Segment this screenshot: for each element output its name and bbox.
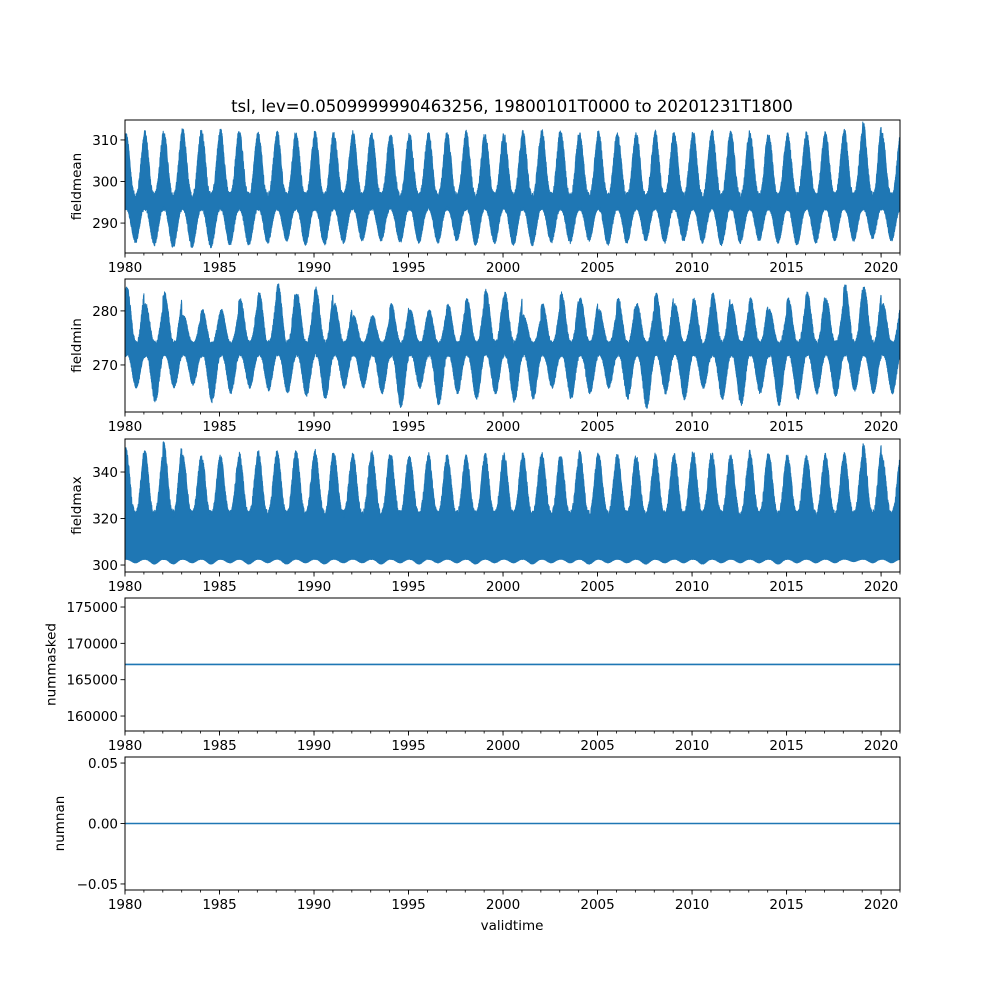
x-tick-label: 1980 xyxy=(108,579,142,595)
x-tick-label: 1995 xyxy=(391,897,425,913)
fieldmax-series-band xyxy=(125,441,900,565)
y-tick-label: 0.05 xyxy=(88,756,118,772)
subplot-fieldmin: 1980 1985 1990 1995 2000 2005 2010 2015 2020 270 2… xyxy=(69,278,901,435)
x-tick-label: 1990 xyxy=(297,897,331,913)
subplot-nummasked: 1980 1985 1990 1995 2000 2005 2010 2015 2020 1600… xyxy=(43,597,901,754)
x-tick-label: 1985 xyxy=(202,419,236,435)
y-tick-label: 300 xyxy=(92,558,118,574)
y-tick-label: 280 xyxy=(92,304,118,320)
x-tick-label: 1980 xyxy=(108,260,142,276)
x-tick-label: 1980 xyxy=(108,419,142,435)
y-tick-label: 175000 xyxy=(66,600,118,616)
x-axis-label: validtime xyxy=(481,918,544,934)
x-tick-label: 1995 xyxy=(391,738,425,754)
x-tick-label: 2020 xyxy=(864,260,898,276)
x-tick-label: 2000 xyxy=(486,579,520,595)
plot-area xyxy=(125,121,900,249)
subplot-fieldmean: 1980 1985 1990 1995 2000 2005 2010 2015 2020 290 3… xyxy=(69,119,901,276)
x-tick-label: 2005 xyxy=(580,579,614,595)
fieldmean-series-band xyxy=(125,121,900,249)
x-tick-label: 2015 xyxy=(769,738,803,754)
x-tick-label: 1995 xyxy=(391,260,425,276)
plot-area xyxy=(125,283,900,409)
subplot-fieldmax: 1980 1985 1990 1995 2000 2005 2010 2015 2020 300 3… xyxy=(69,438,901,595)
axes-frame xyxy=(124,438,901,573)
axes-frame xyxy=(124,119,901,254)
y-tick-label: 290 xyxy=(92,216,118,232)
x-tick-label: 1990 xyxy=(297,260,331,276)
y-axis-label: fieldmax xyxy=(69,476,85,535)
x-tick-label: 1995 xyxy=(391,579,425,595)
x-tick-label: 2020 xyxy=(864,579,898,595)
y-axis-label: fieldmin xyxy=(69,318,85,373)
x-tick-label: 1995 xyxy=(391,419,425,435)
x-tick-label: 1990 xyxy=(297,419,331,435)
x-tick-label: 2010 xyxy=(675,579,709,595)
x-tick-label: 2005 xyxy=(580,419,614,435)
x-tick-label: 2010 xyxy=(675,260,709,276)
x-tick-label: 1990 xyxy=(297,738,331,754)
x-tick-label: 2000 xyxy=(486,419,520,435)
x-tick-label: 1980 xyxy=(108,738,142,754)
y-tick-label: 0.00 xyxy=(88,817,118,833)
axes-frame xyxy=(124,597,901,732)
x-tick-label: 2015 xyxy=(769,897,803,913)
subplot-numnan: 1980 1985 1990 1995 2000 2005 2010 2015 2020 −0.0… xyxy=(52,756,901,913)
x-tick-label: 2020 xyxy=(864,419,898,435)
axes-frame xyxy=(124,278,901,413)
x-tick-label: 1985 xyxy=(202,738,236,754)
x-tick-label: 2005 xyxy=(580,738,614,754)
x-tick-label: 2005 xyxy=(580,260,614,276)
x-tick-label: 2000 xyxy=(486,260,520,276)
x-tick-label: 2000 xyxy=(486,897,520,913)
x-tick-label: 2015 xyxy=(769,260,803,276)
y-axis-label: nummasked xyxy=(43,623,59,706)
x-tick-label: 2010 xyxy=(675,419,709,435)
y-tick-label: 300 xyxy=(92,175,118,191)
y-tick-label: 160000 xyxy=(66,709,118,725)
x-tick-label: 2020 xyxy=(864,738,898,754)
x-tick-label: 2000 xyxy=(486,738,520,754)
plot-area xyxy=(125,441,900,565)
fieldmin-series-band xyxy=(125,283,900,409)
x-tick-label: 1990 xyxy=(297,579,331,595)
x-tick-label: 2015 xyxy=(769,579,803,595)
x-tick-label: 1985 xyxy=(202,897,236,913)
x-tick-label: 1985 xyxy=(202,260,236,276)
chart-title: tsl, lev=0.0509999990463256, 19800101T00… xyxy=(231,97,793,116)
x-tick-label: 2005 xyxy=(580,897,614,913)
y-tick-label: 310 xyxy=(92,133,118,149)
y-tick-label: 170000 xyxy=(66,636,118,652)
y-tick-label: 165000 xyxy=(66,673,118,689)
x-tick-label: 2015 xyxy=(769,419,803,435)
y-tick-label: 270 xyxy=(92,358,118,374)
x-tick-label: 2020 xyxy=(864,897,898,913)
x-tick-label: 1980 xyxy=(108,897,142,913)
subplots: 1980 1985 1990 1995 2000 2005 2010 2015 2020 290 3… xyxy=(43,119,901,913)
y-axis-label: fieldmean xyxy=(69,153,85,220)
y-tick-label: 320 xyxy=(92,512,118,528)
y-tick-label: 340 xyxy=(92,465,118,481)
y-axis-label: numnan xyxy=(52,796,68,852)
x-tick-label: 2010 xyxy=(675,738,709,754)
y-tick-label: −0.05 xyxy=(77,877,118,893)
x-tick-label: 1985 xyxy=(202,579,236,595)
x-tick-label: 2010 xyxy=(675,897,709,913)
